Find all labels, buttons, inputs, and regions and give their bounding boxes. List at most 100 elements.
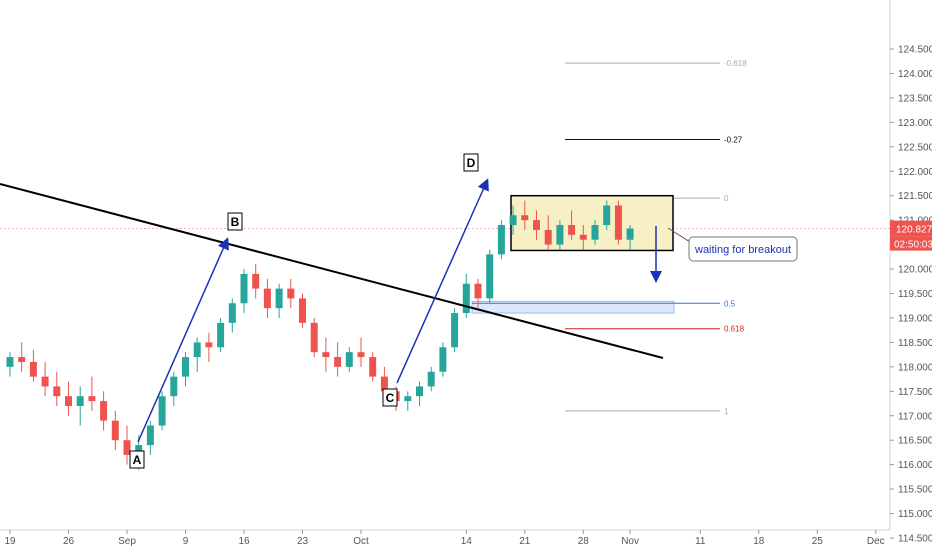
candle-body bbox=[41, 376, 49, 387]
candle-body bbox=[158, 396, 166, 426]
candle-body bbox=[345, 352, 353, 367]
x-tick-label: 19 bbox=[4, 536, 16, 547]
y-tick-label: 118.000 bbox=[898, 362, 932, 373]
candle-body bbox=[217, 322, 225, 348]
candle-body bbox=[474, 283, 482, 299]
candle-body bbox=[439, 347, 447, 372]
x-tick-label: Dec bbox=[867, 536, 885, 547]
candle-body bbox=[626, 228, 634, 240]
x-tick-label: 28 bbox=[578, 536, 590, 547]
candle-body bbox=[252, 273, 260, 289]
candle-body bbox=[76, 396, 84, 406]
wave-label-box bbox=[129, 450, 145, 469]
candle-body bbox=[603, 205, 611, 226]
y-tick-label: 123.500 bbox=[898, 93, 932, 104]
candle-body bbox=[299, 298, 306, 323]
candle-body bbox=[182, 357, 189, 377]
candle-body bbox=[170, 376, 178, 397]
price-axis-bg bbox=[890, 0, 932, 550]
current-price-tag bbox=[890, 220, 932, 237]
y-tick-label: 120.000 bbox=[898, 265, 932, 276]
x-tick-label: 16 bbox=[238, 536, 250, 547]
candle-body bbox=[146, 425, 154, 446]
y-tick-label: 123.000 bbox=[898, 118, 932, 129]
candle-body bbox=[497, 225, 505, 255]
candle-body bbox=[100, 401, 108, 421]
x-tick-label: 21 bbox=[519, 536, 531, 547]
x-tick-label: 23 bbox=[297, 536, 309, 547]
candle-body bbox=[579, 234, 587, 240]
candle-body bbox=[65, 396, 72, 406]
x-tick-label: Oct bbox=[353, 536, 369, 547]
fib-level-label: -0.618 bbox=[724, 59, 747, 68]
y-tick-label: 115.500 bbox=[898, 485, 932, 496]
callout-box bbox=[688, 236, 798, 262]
y-tick-label: 119.000 bbox=[898, 313, 932, 324]
fib-level-label: 0 bbox=[724, 194, 729, 203]
x-tick-label: 11 bbox=[695, 536, 706, 547]
x-tick-label: 9 bbox=[183, 536, 189, 547]
fib-level-label: 1 bbox=[724, 407, 729, 416]
y-tick-label: 122.000 bbox=[898, 167, 932, 178]
current-price-value: 120.827 bbox=[896, 225, 932, 236]
x-tick-label: 14 bbox=[461, 536, 473, 547]
wave-label-b: B bbox=[231, 215, 240, 229]
candle-body bbox=[29, 361, 37, 377]
x-tick-label: 26 bbox=[63, 536, 75, 547]
candle-body bbox=[404, 396, 412, 402]
wave-label-c: C bbox=[386, 391, 395, 405]
x-tick-label: 25 bbox=[812, 536, 824, 547]
x-tick-label: 18 bbox=[753, 536, 765, 547]
candle-body bbox=[193, 342, 201, 358]
candle-body bbox=[357, 352, 365, 358]
callout-pointer bbox=[667, 227, 691, 243]
fib-level-label: -0.27 bbox=[724, 135, 743, 144]
y-tick-label: 124.000 bbox=[898, 69, 932, 80]
wave-label-box bbox=[227, 212, 243, 231]
fib-level-label: 0.618 bbox=[724, 325, 745, 334]
wave-arrow-cd bbox=[396, 178, 489, 384]
candle-body bbox=[310, 322, 318, 353]
candle-body bbox=[53, 386, 61, 397]
candle-body bbox=[334, 357, 342, 367]
candle-body bbox=[486, 254, 494, 299]
candle-body bbox=[614, 205, 622, 240]
candle-body bbox=[263, 288, 271, 309]
trendline bbox=[0, 183, 664, 359]
candle-body bbox=[568, 225, 576, 235]
y-tick-label: 114.500 bbox=[898, 534, 932, 545]
candle-body bbox=[369, 357, 377, 377]
wave-label-box bbox=[463, 153, 479, 172]
y-tick-label: 116.000 bbox=[898, 460, 932, 471]
candle-body bbox=[322, 352, 330, 358]
candle-body bbox=[123, 440, 131, 455]
candle-body bbox=[88, 396, 96, 402]
wave-label-d: D bbox=[467, 156, 476, 170]
candle-body bbox=[18, 357, 26, 362]
y-tick-label: 121.500 bbox=[898, 191, 932, 202]
y-tick-label: 119.500 bbox=[898, 289, 932, 300]
candle-body bbox=[416, 386, 423, 397]
candle-body bbox=[228, 303, 236, 323]
y-tick-label: 122.500 bbox=[898, 142, 932, 153]
wave-arrow-ab bbox=[137, 237, 229, 443]
callout-text: waiting for breakout bbox=[694, 244, 791, 256]
candle-body bbox=[462, 283, 470, 314]
candle-body bbox=[556, 225, 564, 245]
candle-body bbox=[135, 445, 143, 455]
fib-level-label: 0.5 bbox=[724, 299, 736, 308]
candle-body bbox=[6, 357, 14, 367]
candle-body bbox=[275, 288, 283, 309]
candle-body bbox=[205, 342, 213, 348]
y-tick-label: 116.500 bbox=[898, 436, 932, 447]
y-tick-label: 117.000 bbox=[898, 411, 932, 422]
y-tick-label: 124.500 bbox=[898, 45, 932, 56]
candle-body bbox=[380, 376, 388, 392]
candle-body bbox=[427, 371, 435, 387]
candle-body bbox=[591, 225, 599, 240]
y-tick-label: 115.000 bbox=[898, 509, 932, 520]
x-tick-label: Nov bbox=[621, 536, 639, 547]
candle-body bbox=[509, 215, 517, 226]
